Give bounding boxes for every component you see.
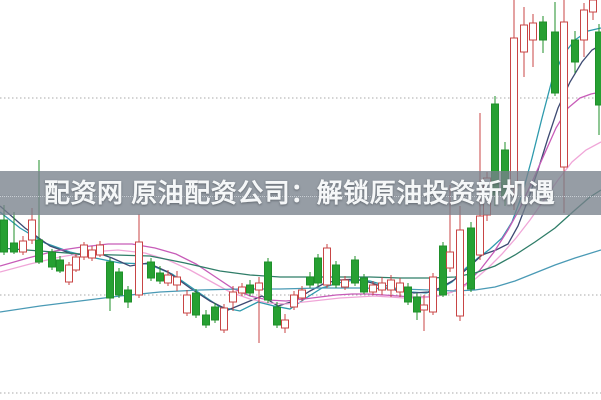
banner-title: 配资网 原油配资公司：解锁原油投资新机遇 (44, 178, 556, 208)
title-banner: 配资网 原油配资公司：解锁原油投资新机遇 (0, 171, 601, 215)
banner-gridline (0, 196, 601, 197)
candles-group (0, 0, 601, 343)
ma-pink (0, 141, 601, 305)
